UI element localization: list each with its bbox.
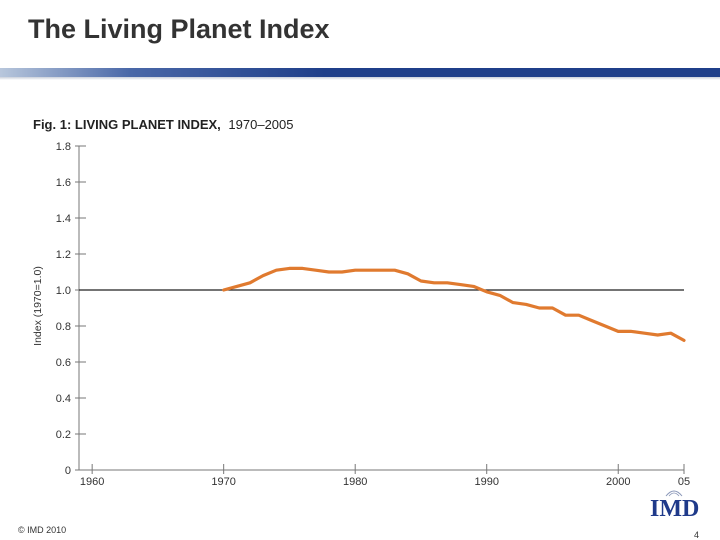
chart-title-bold: Fig. 1: LIVING PLANET INDEX, — [33, 117, 221, 132]
chart-plot-area — [79, 266, 686, 342]
title-underline-shadow — [0, 77, 720, 80]
page-number: 4 — [694, 530, 700, 540]
y-tick-label: 0.8 — [56, 321, 71, 333]
y-tick-label: 1.0 — [56, 285, 71, 297]
x-tick-label: 1990 — [474, 476, 498, 488]
y-axis-label: Index (1970=1.0) — [32, 266, 44, 346]
crest-icon — [665, 490, 683, 497]
y-tick-label: 0.4 — [56, 393, 71, 405]
x-tick-label: 1970 — [211, 476, 235, 488]
title-underline-bar — [0, 68, 720, 77]
y-tick-label: 1.8 — [56, 141, 71, 153]
living-planet-index-line — [222, 266, 686, 342]
x-tick-label: 05 — [678, 476, 690, 488]
y-tick-label: 0.2 — [56, 429, 71, 441]
chart-title-years: 1970–2005 — [228, 117, 293, 132]
chart-axes: 0 0.2 0.4 0.6 0.8 1.0 1.2 1.4 1.6 1.8 1960 1970 1980… — [56, 141, 690, 488]
x-tick-label: 1960 — [80, 476, 104, 488]
y-tick-label: 0.6 — [56, 357, 71, 369]
y-tick-label: 1.2 — [56, 249, 71, 261]
y-tick-label: 1.6 — [56, 177, 71, 189]
chart-title: Fig. 1: LIVING PLANET INDEX, 1970–2005 — [33, 117, 294, 132]
imd-logo: IMD — [650, 488, 700, 522]
x-tick-label: 2000 — [606, 476, 630, 488]
x-tick-label: 1980 — [343, 476, 367, 488]
slide-title: The Living Planet Index — [28, 14, 330, 44]
copyright-footer: © IMD 2010 — [18, 525, 67, 535]
logo-text: IMD — [650, 496, 700, 522]
y-tick-label: 1.4 — [56, 213, 71, 225]
y-tick-label: 0 — [65, 465, 71, 477]
